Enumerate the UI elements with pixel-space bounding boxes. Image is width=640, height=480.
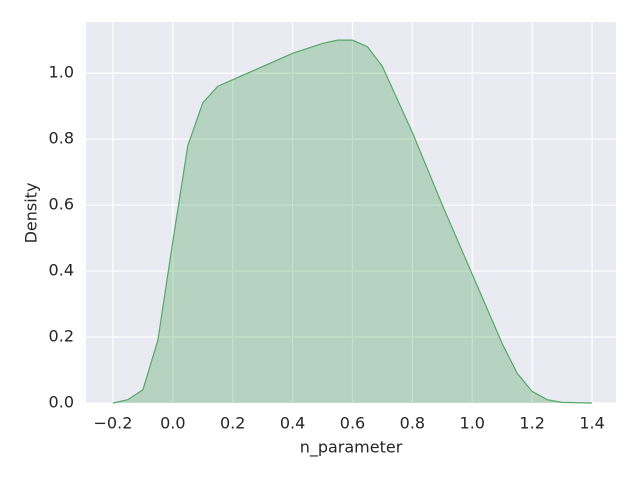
x-tick-label: 0.8 [400,414,425,433]
x-tick-label: −0.2 [94,414,133,433]
x-tick-label: 0.6 [340,414,365,433]
x-tick-label: 1.2 [519,414,544,433]
y-tick-label: 0.4 [49,261,74,280]
y-tick-label: 0.6 [49,195,74,214]
y-tick-label: 0.0 [49,393,74,412]
y-tick-label: 0.2 [49,327,74,346]
x-tick-label: 0.4 [280,414,305,433]
density-line [112,39,593,404]
x-tick-label: 0.2 [220,414,245,433]
plot-area [86,22,616,403]
x-axis-label: n_parameter [300,438,403,458]
x-tick-label: 1.0 [460,414,485,433]
y-tick-label: 0.8 [49,129,74,148]
y-tick-label: 1.0 [49,63,74,82]
density-area [112,40,593,404]
x-tick-label: 1.4 [579,414,604,433]
x-tick-label: 0.0 [160,414,185,433]
y-axis-label: Density [22,183,41,244]
